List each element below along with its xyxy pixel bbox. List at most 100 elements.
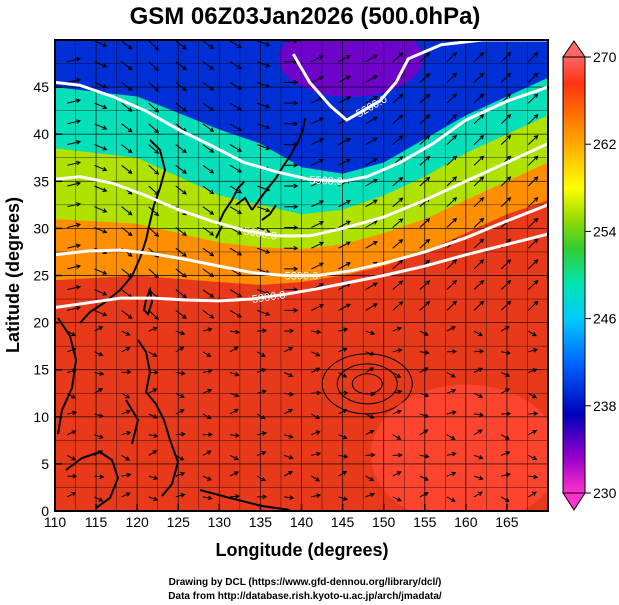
- wind-arrow: [257, 328, 268, 334]
- wind-arrow: [419, 114, 431, 125]
- wind-arrow: [500, 259, 512, 270]
- wind-arrow: [94, 102, 108, 110]
- wind-arrow: [527, 72, 539, 83]
- wind-arrow: [392, 93, 404, 104]
- wind-arrow: [284, 80, 299, 85]
- wind-arrow: [175, 493, 186, 498]
- wind-arrow: [446, 326, 456, 332]
- wind-arrow: [202, 413, 212, 419]
- wind-arrow: [148, 144, 160, 155]
- wind-arrow: [338, 75, 351, 83]
- wind-arrow: [175, 289, 187, 299]
- wind-arrow: [284, 495, 295, 500]
- wind-arrow: [473, 196, 485, 208]
- wind-arrow: [229, 144, 243, 152]
- wind-arrow: [473, 217, 485, 228]
- wind-arrow: [473, 72, 485, 83]
- wind-arrow: [473, 238, 485, 249]
- wind-arrow: [311, 138, 325, 146]
- wind-arrow: [256, 431, 267, 436]
- wind-arrow: [229, 408, 239, 415]
- wind-arrow: [527, 176, 539, 187]
- wind-arrow: [473, 279, 485, 290]
- colorbar-bottom-arrow: [562, 492, 586, 511]
- philippines-coastline: [125, 339, 180, 497]
- wind-arrow: [338, 96, 351, 104]
- wind-arrow: [148, 310, 160, 320]
- wind-arrow: [392, 239, 404, 249]
- wind-arrow: [419, 93, 431, 104]
- wind-arrow: [392, 496, 402, 502]
- wind-arrow: [229, 185, 243, 194]
- wind-arrow: [446, 451, 457, 457]
- wind-arrow: [446, 300, 458, 311]
- wind-arrow: [446, 217, 458, 228]
- china-coastline: [79, 139, 167, 324]
- wind-arrow: [202, 206, 215, 215]
- wind-arrow: [283, 471, 293, 477]
- y-tick-label: 5: [41, 456, 49, 472]
- x-axis-ticks: 110 115 120 125 130 135 140 145 150 155 160 165: [44, 504, 519, 530]
- wind-arrow: [500, 496, 510, 503]
- wind-arrow: [419, 350, 430, 355]
- wind-arrow: [175, 268, 187, 278]
- wind-arrow: [175, 227, 187, 237]
- y-tick-label: 35: [33, 173, 49, 189]
- wind-arrow: [527, 134, 539, 145]
- wind-arrow: [175, 82, 187, 91]
- wind-arrow: [148, 388, 158, 394]
- wind-arrow: [202, 268, 215, 278]
- colorbar-tick-label: 246: [593, 311, 617, 327]
- wind-arrow: [365, 430, 375, 436]
- wind-arrow: [446, 114, 458, 125]
- wind-arrow: [67, 202, 82, 208]
- wind-arrow: [392, 348, 403, 353]
- wind-arrow: [121, 144, 133, 154]
- wind-arrow: [365, 241, 378, 249]
- wind-arrow: [392, 259, 404, 270]
- wind-arrow: [94, 40, 108, 47]
- wind-arrow: [446, 388, 457, 394]
- wind-arrow: [392, 326, 402, 332]
- wind-arrow: [392, 434, 402, 440]
- wind-arrow: [500, 196, 512, 208]
- wind-arrow: [202, 475, 213, 481]
- wind-arrow: [121, 347, 131, 353]
- wind-arrow: [473, 300, 485, 311]
- wind-arrow: [446, 410, 457, 415]
- wind-arrow: [202, 495, 213, 501]
- y-tick-label: 10: [33, 409, 49, 425]
- wind-arrow: [256, 289, 271, 296]
- wind-arrow: [121, 102, 133, 112]
- wind-arrow: [67, 430, 77, 436]
- wind-arrow: [311, 475, 320, 482]
- wind-arrow: [311, 451, 322, 457]
- colorbar: 230 238 246 254 262 270: [562, 40, 617, 511]
- wind-arrow: [365, 330, 376, 336]
- wind-arrow: [229, 346, 239, 353]
- y-tick-label: 30: [33, 220, 49, 236]
- wind-arrow: [500, 434, 510, 440]
- wind-arrow: [311, 304, 325, 311]
- wind-arrow: [94, 309, 108, 317]
- wind-arrow: [446, 434, 456, 440]
- wind-arrow: [121, 409, 131, 415]
- wind-arrow: [365, 452, 376, 458]
- wind-arrow: [419, 413, 430, 418]
- wind-arrow: [202, 289, 215, 298]
- credit-data: Data from http://database.rish.kyoto-u.a…: [168, 591, 442, 602]
- wind-arrow: [365, 282, 378, 291]
- wind-arrow: [229, 102, 243, 111]
- wind-arrow: [473, 51, 485, 63]
- wind-arrow: [473, 93, 485, 104]
- wind-arrow: [175, 431, 186, 437]
- wind-arrow: [473, 155, 485, 166]
- wind-arrow: [94, 164, 108, 172]
- wind-arrow: [338, 200, 351, 208]
- wind-arrow: [121, 40, 133, 50]
- wind-arrow: [473, 134, 485, 145]
- wind-arrow: [501, 472, 511, 478]
- wind-arrow: [419, 475, 429, 481]
